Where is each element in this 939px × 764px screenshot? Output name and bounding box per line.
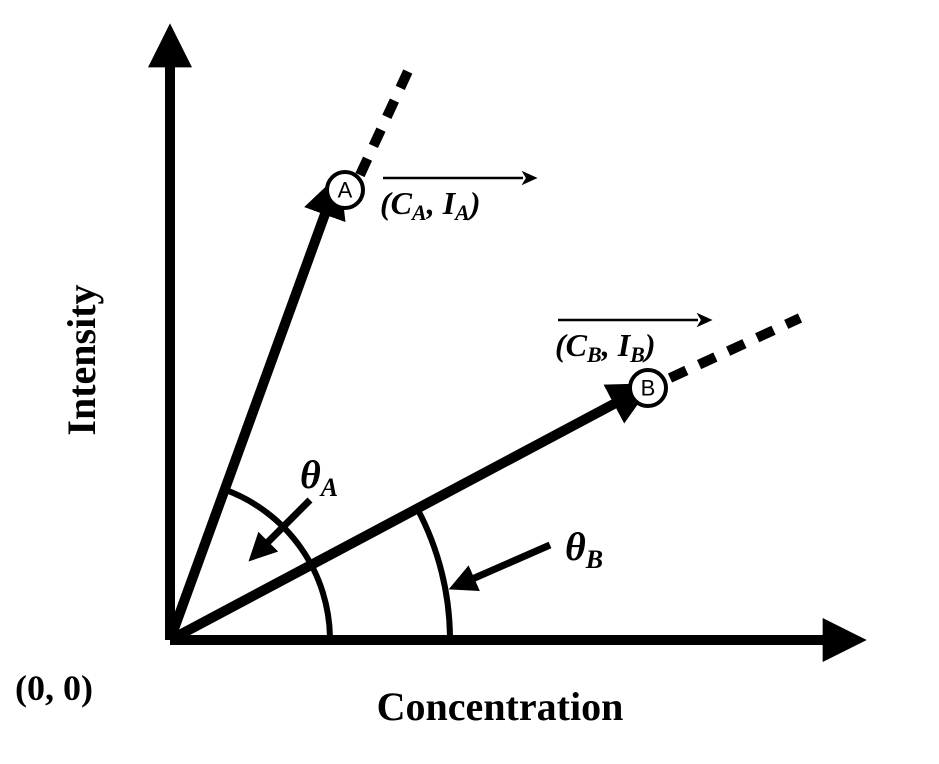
vector-b-coord-label: (CB, IB) [555,327,655,367]
point-a-label: A [338,178,353,203]
theta-b-pointer [470,545,550,580]
origin-label: (0, 0) [15,668,93,708]
theta-a-pointer [265,500,310,545]
theta-b-label: θB [565,524,603,574]
vector-b [170,401,620,640]
vector-a-dashed [360,67,410,175]
vector-diagram: A B (CA, IA) (CB, IB) θA θB Concentratio… [0,0,939,764]
angle-arc-b [417,509,450,641]
theta-a-label: θA [300,452,338,502]
vector-a-coord-label: (CA, IA) [380,185,480,225]
point-b-label: B [641,376,656,401]
vector-a [170,208,327,640]
x-axis-label: Concentration [377,684,624,729]
y-axis-label: Intensity [59,284,104,435]
vector-b-dashed [670,318,800,378]
